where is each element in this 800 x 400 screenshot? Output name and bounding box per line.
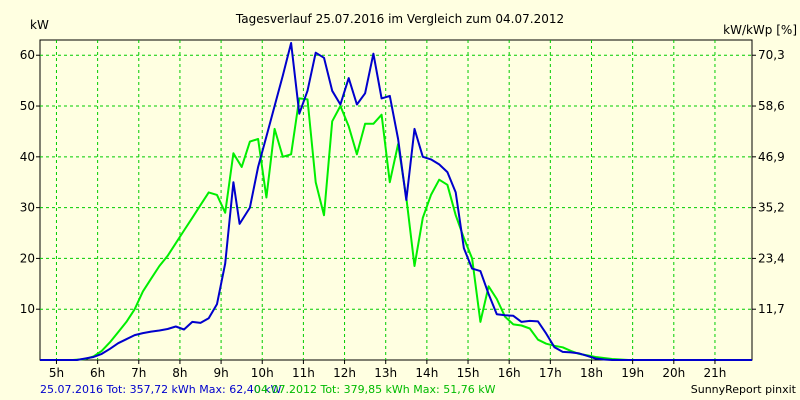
x-tick-label: 13h bbox=[374, 366, 397, 380]
y-tick-label-right: 46,9 bbox=[758, 150, 785, 164]
series-line-2016 bbox=[40, 42, 752, 361]
x-tick-label: 10h bbox=[251, 366, 274, 380]
x-tick-label: 8h bbox=[172, 366, 187, 380]
footer-series2-summary: 04.07.2012 Tot: 379,85 kWh Max: 51,76 kW bbox=[254, 383, 496, 396]
x-tick-label: 5h bbox=[49, 366, 64, 380]
y-tick-label-left: 60 bbox=[20, 48, 35, 62]
chart-title: Tagesverlauf 25.07.2016 im Vergleich zum… bbox=[235, 12, 564, 26]
x-tick-label: 11h bbox=[292, 366, 315, 380]
x-tick-label: 19h bbox=[621, 366, 644, 380]
x-tick-label: 7h bbox=[131, 366, 146, 380]
plot-area bbox=[39, 39, 753, 361]
y-axis-label-right: kW/kWp [%] bbox=[723, 23, 797, 37]
x-tick-label: 6h bbox=[90, 366, 105, 380]
x-tick-label: 17h bbox=[539, 366, 562, 380]
x-tick-label: 20h bbox=[662, 366, 685, 380]
x-tick-label: 18h bbox=[580, 366, 603, 380]
y-tick-label-left: 40 bbox=[20, 150, 35, 164]
footer-series1-summary: 25.07.2016 Tot: 357,72 kWh Max: 62,40 kW bbox=[40, 383, 282, 396]
y-tick-label-right: 70,3 bbox=[758, 48, 785, 62]
x-tick-label: 16h bbox=[498, 366, 521, 380]
x-tick-label: 21h bbox=[704, 366, 727, 380]
x-tick-label: 9h bbox=[213, 366, 228, 380]
y-tick-label-left: 20 bbox=[20, 251, 35, 265]
y-tick-label-left: 30 bbox=[20, 201, 35, 215]
x-tick-label: 12h bbox=[333, 366, 356, 380]
y-tick-label-right: 23,4 bbox=[758, 251, 785, 265]
footer-credit: SunnyReport pinxit bbox=[691, 383, 797, 396]
x-tick-label: 15h bbox=[457, 366, 480, 380]
y-tick-label-right: 58,6 bbox=[758, 99, 785, 113]
y-tick-label-left: 50 bbox=[20, 99, 35, 113]
y-axis-label-left: kW bbox=[30, 18, 49, 32]
y-tick-label-left: 10 bbox=[20, 302, 35, 316]
y-tick-label-right: 11,7 bbox=[758, 302, 785, 316]
x-tick-label: 14h bbox=[415, 366, 438, 380]
y-tick-label-right: 35,2 bbox=[758, 201, 785, 215]
